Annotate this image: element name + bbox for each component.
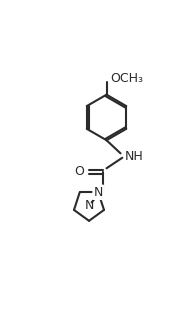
Text: NH: NH [125,149,144,163]
Text: N: N [84,198,94,212]
Text: O: O [75,165,85,178]
Text: N: N [94,186,103,199]
Text: OCH₃: OCH₃ [110,72,143,85]
